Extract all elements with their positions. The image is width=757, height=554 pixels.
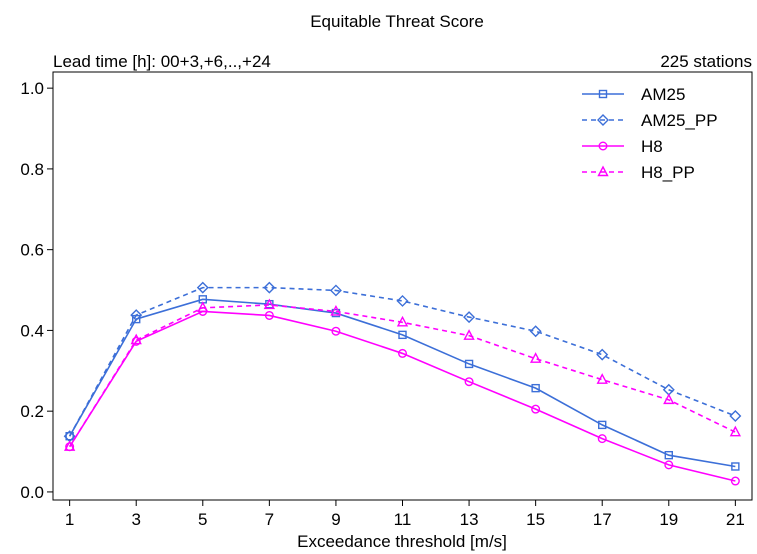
legend-item: H8_PP <box>582 163 695 182</box>
series-am25 <box>65 295 740 471</box>
series-h8-pp <box>63 298 742 451</box>
x-tick-label: 19 <box>659 510 678 529</box>
x-tick-label: 13 <box>460 510 479 529</box>
x-tick-label: 21 <box>726 510 745 529</box>
data-point <box>398 330 407 340</box>
x-tick-label: 3 <box>131 510 140 529</box>
chart-title: Equitable Threat Score <box>310 12 484 31</box>
data-point <box>596 373 608 384</box>
legend-item: H8 <box>582 137 663 156</box>
data-point <box>130 333 142 345</box>
stations-label: 225 stations <box>660 52 752 71</box>
data-point <box>529 325 542 338</box>
data-point <box>463 329 475 340</box>
legend-label: AM25 <box>641 85 685 104</box>
legend-label: AM25_PP <box>641 111 718 130</box>
data-point <box>396 294 409 307</box>
data-point <box>398 348 408 358</box>
data-point <box>464 359 474 369</box>
y-tick-label: 0.4 <box>20 321 44 340</box>
x-tick-label: 17 <box>593 510 612 529</box>
legend-label: H8_PP <box>641 163 695 182</box>
data-point <box>65 432 74 441</box>
series-line <box>68 304 736 448</box>
data-point <box>731 462 740 471</box>
data-point <box>130 309 143 322</box>
lead-time-label: Lead time [h]: 00+3,+6,..,+24 <box>53 52 271 71</box>
legend-item: AM25_PP <box>582 111 718 130</box>
data-point <box>63 440 76 451</box>
x-axis: 1 3 5 7 9 11 13 15 17 19 21 <box>65 500 745 529</box>
y-tick-label: 0.2 <box>20 402 44 421</box>
y-tick-label: 0.6 <box>20 241 44 260</box>
data-point <box>463 311 476 324</box>
data-point <box>330 304 342 316</box>
x-tick-label: 11 <box>394 510 412 529</box>
series-line <box>68 298 736 468</box>
data-point <box>529 352 542 363</box>
data-point <box>329 284 342 297</box>
data-point <box>531 383 540 393</box>
legend-marker <box>598 141 608 151</box>
series-line <box>68 310 736 482</box>
data-point <box>396 315 409 327</box>
y-tick-label: 0.0 <box>20 483 44 502</box>
y-tick-label: 0.8 <box>20 160 44 179</box>
data-point <box>597 434 607 444</box>
data-point <box>729 410 742 423</box>
data-point <box>264 310 274 320</box>
data-point <box>664 450 673 460</box>
data-point <box>531 404 541 414</box>
data-point <box>197 301 209 313</box>
legend: AM25 AM25_PP H8 H8_PP <box>582 85 718 182</box>
x-tick-label: 15 <box>526 510 545 529</box>
x-tick-label: 1 <box>65 510 74 529</box>
data-point <box>729 425 742 437</box>
x-tick-label: 5 <box>198 510 207 529</box>
x-tick-label: 7 <box>265 510 274 529</box>
legend-marker <box>598 89 608 99</box>
series-layer <box>63 281 742 486</box>
x-tick-label: 9 <box>331 510 340 529</box>
data-point <box>464 377 474 387</box>
data-point <box>664 460 674 470</box>
data-point <box>730 476 740 486</box>
series-am25-pp <box>63 281 742 443</box>
y-tick-label: 1.0 <box>20 79 44 98</box>
series-line <box>68 286 736 437</box>
data-point <box>598 420 607 430</box>
legend-label: H8 <box>641 137 663 156</box>
data-point <box>196 281 209 294</box>
data-point <box>596 348 609 361</box>
data-point <box>263 298 276 310</box>
y-axis: 0.0 0.2 0.4 0.6 0.8 1.0 <box>20 79 53 502</box>
data-point <box>663 393 675 405</box>
data-point <box>263 281 276 294</box>
data-point <box>331 326 341 336</box>
legend-marker <box>597 165 609 177</box>
x-axis-label: Exceedance threshold [m/s] <box>297 532 507 551</box>
legend-marker <box>597 114 609 126</box>
legend-item: AM25 <box>582 85 685 104</box>
